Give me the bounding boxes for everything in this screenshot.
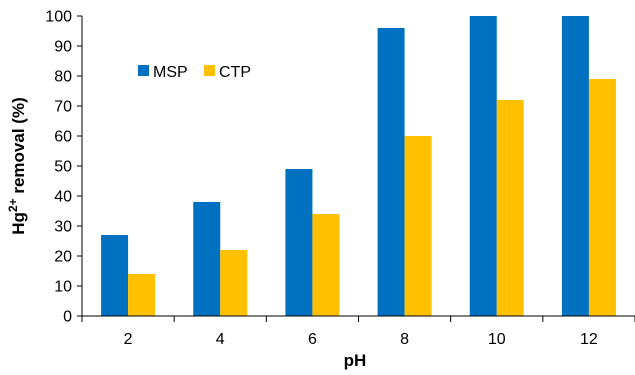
x-tick-label: 10 (488, 331, 506, 348)
y-axis-title-rest: removal (%) (9, 97, 28, 198)
legend-label-msp: MSP (153, 64, 188, 81)
bar-msp-ph-10 (469, 16, 497, 316)
bar-ctp-ph-6 (312, 214, 340, 316)
y-tick-label: 0 (63, 309, 72, 326)
bar-ctp-ph-10 (496, 100, 524, 316)
y-axis-title-superscript: 2+ (6, 198, 20, 212)
y-tick-label: 50 (54, 159, 72, 176)
x-tick-label: 8 (400, 331, 409, 348)
x-tick-label: 6 (308, 331, 317, 348)
bar-msp-ph-6 (285, 169, 313, 316)
y-axis-title-main: Hg (9, 212, 28, 235)
legend: MSP CTP (138, 64, 251, 81)
legend-label-ctp: CTP (219, 64, 251, 81)
x-axis-ticks: 2 4 6 8 10 12 (81, 316, 635, 348)
x-axis-title: pH (344, 351, 367, 370)
bar-ctp-ph-12 (588, 79, 616, 316)
y-tick-label: 30 (54, 219, 72, 236)
bar-ctp-ph-2 (128, 274, 156, 316)
bar-msp-ph-4 (193, 202, 221, 316)
y-tick-label: 60 (54, 129, 72, 146)
bar-msp-ph-12 (561, 16, 589, 316)
y-axis-title: Hg2+ removal (%) (6, 97, 28, 234)
x-tick-label: 4 (216, 331, 225, 348)
legend-swatch-ctp (204, 65, 215, 76)
bar-ctp-ph-8 (404, 136, 432, 316)
y-tick-label: 80 (54, 69, 72, 86)
bars-group (101, 16, 616, 316)
y-axis-ticks: 0 10 20 30 40 50 60 70 80 90 100 (45, 9, 82, 326)
bar-ctp-ph-4 (220, 250, 248, 316)
bar-msp-ph-8 (377, 28, 405, 316)
x-tick-label: 2 (124, 331, 133, 348)
legend-swatch-msp (138, 65, 149, 76)
bar-msp-ph-2 (101, 235, 129, 316)
y-tick-label: 40 (54, 189, 72, 206)
y-tick-label: 70 (54, 99, 72, 116)
y-tick-label: 100 (45, 9, 72, 26)
y-tick-label: 20 (54, 249, 72, 266)
x-tick-label: 12 (580, 331, 598, 348)
y-tick-label: 90 (54, 39, 72, 56)
y-tick-label: 10 (54, 279, 72, 296)
